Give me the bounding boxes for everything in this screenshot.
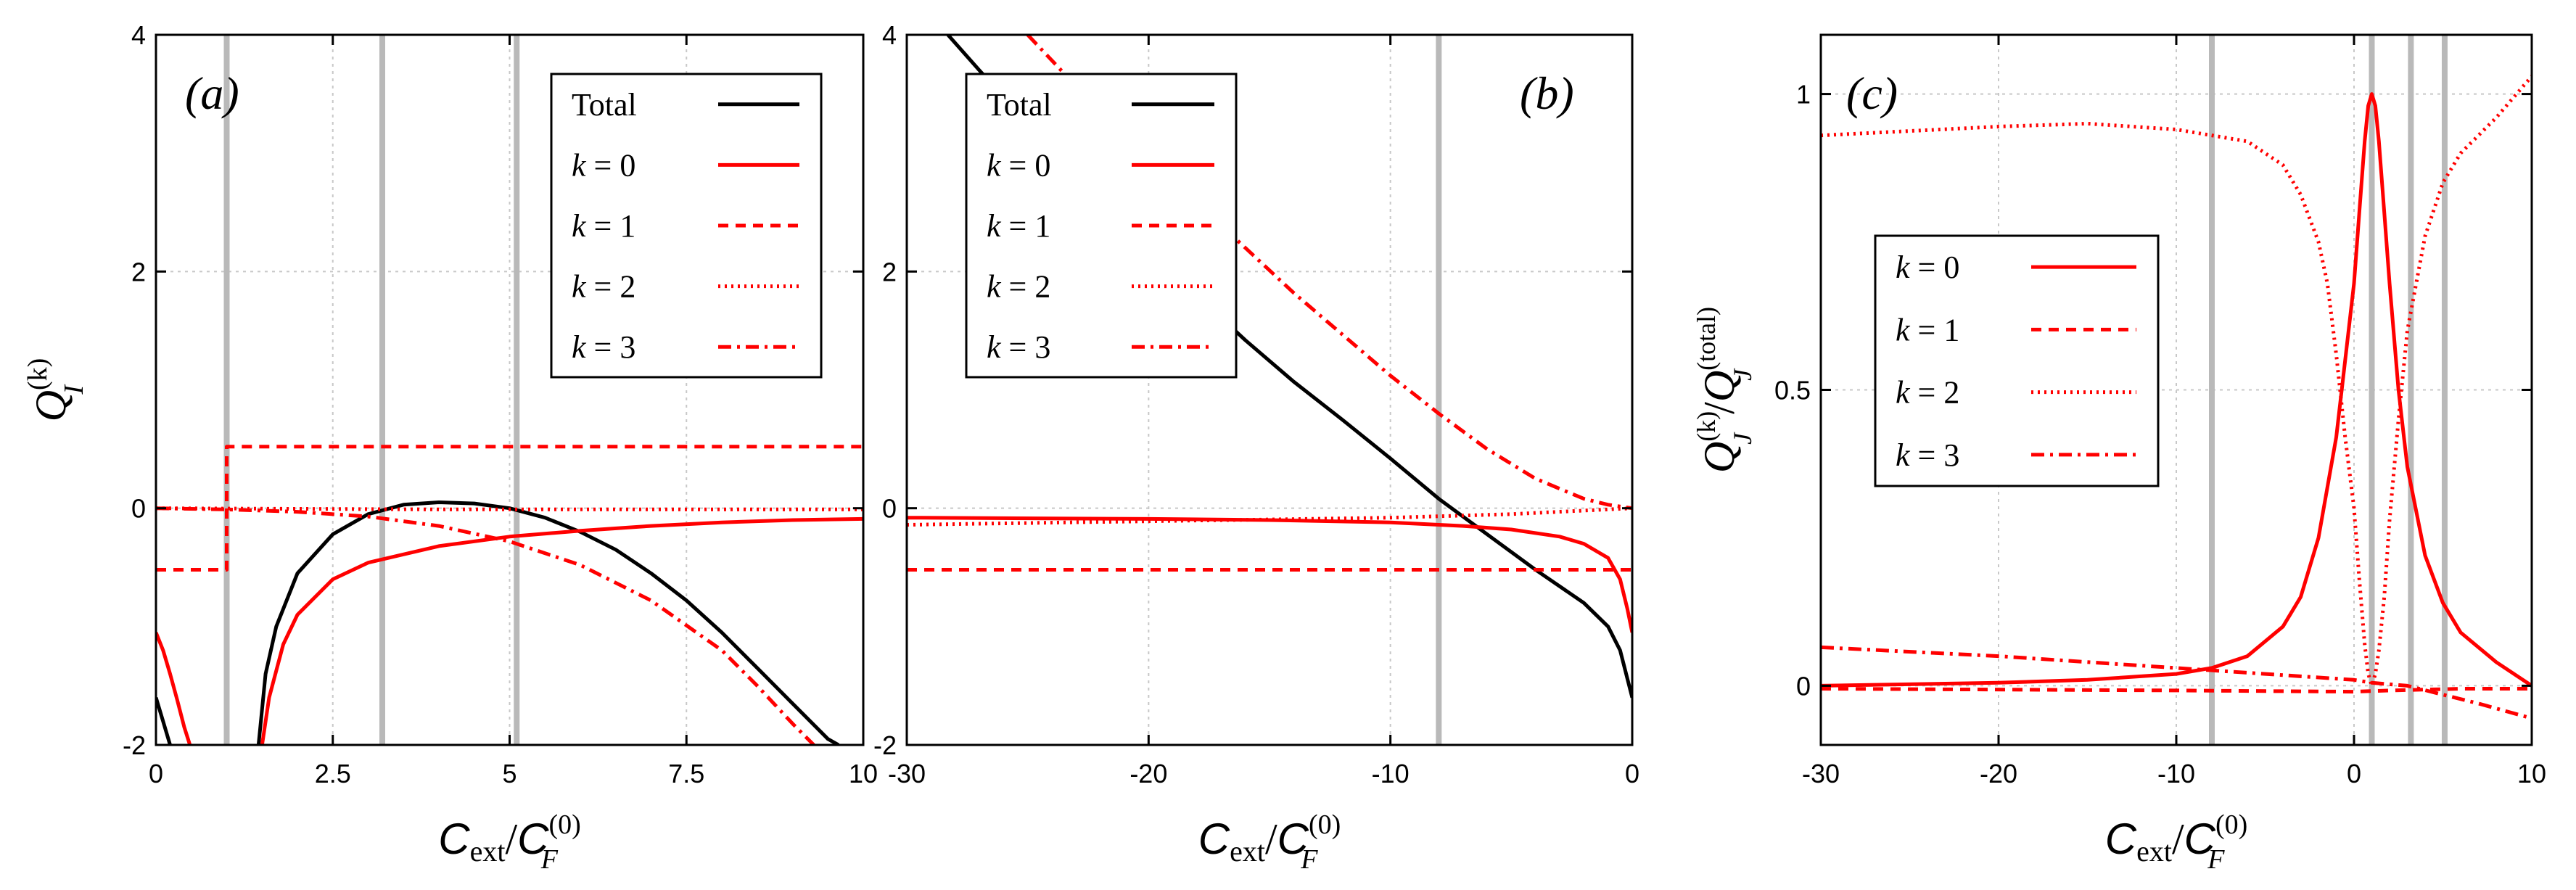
legend-label: k = 2 — [1896, 375, 1959, 411]
y-tick-label: 0 — [131, 494, 146, 524]
y-axis-title: Q(k) J/Q(total)J — [1692, 307, 1757, 473]
series-line-k-3 — [1026, 35, 1632, 511]
series-line-k-1 — [1821, 687, 2532, 694]
series-line-k-0 — [260, 516, 863, 745]
series-line-k-1 — [156, 445, 863, 572]
x-tick-label: 0 — [2347, 759, 2361, 788]
panel-2: -30 -20 -10 0 10 0 0.5 1 (c) k = 0 k = 1 k = 2 k = 3… — [1692, 33, 2546, 875]
series-line-k-3 — [156, 506, 815, 745]
y-tick-label: 2 — [131, 257, 146, 287]
panel-label: (b) — [1520, 67, 1574, 119]
legend-label: k = 0 — [987, 147, 1050, 183]
y-tick-label: 4 — [882, 20, 897, 50]
legend-label: Total — [572, 87, 637, 123]
x-tick-label: -30 — [1802, 759, 1840, 788]
legend-label: k = 0 — [1896, 250, 1959, 285]
x-tick-label: -10 — [1372, 759, 1410, 788]
x-tick-label: 7.5 — [668, 759, 704, 788]
legend-label: k = 2 — [572, 269, 635, 305]
x-tick-label: -10 — [2157, 759, 2195, 788]
x-tick-label: 2.5 — [315, 759, 351, 788]
legend-label: k = 1 — [1896, 312, 1959, 347]
y-tick-label: 1 — [1796, 80, 1811, 110]
y-tick-label: 4 — [131, 20, 146, 50]
y-tick-label: 0 — [1796, 671, 1811, 701]
series-line-k-2 — [1821, 75, 2532, 688]
y-tick-label: -2 — [873, 730, 897, 760]
y-axis-title: Q(k) I — [22, 358, 89, 422]
legend-box — [1874, 234, 2160, 487]
series-line-k-2 — [156, 506, 863, 511]
x-axis-title: Cext/C(0) F — [438, 809, 581, 875]
legend-label: k = 2 — [987, 269, 1050, 305]
x-tick-label: 10 — [2517, 759, 2546, 788]
x-tick-label: 0 — [149, 759, 163, 788]
panel-label: (a) — [185, 67, 239, 119]
legend-label: k = 0 — [572, 147, 635, 183]
x-tick-label: -30 — [888, 759, 926, 788]
series-group — [156, 445, 863, 745]
legend-label: k = 3 — [572, 329, 635, 365]
series-line-k-0 — [907, 516, 1632, 633]
series-line-total — [256, 500, 840, 745]
series-line-k-3 — [1821, 645, 2532, 720]
y-tick-label: 0 — [882, 494, 897, 524]
x-tick-label: 10 — [849, 759, 878, 788]
series-line-k-0 — [1821, 92, 2532, 688]
legend-label: k = 3 — [987, 329, 1050, 365]
plot-frame — [905, 33, 1634, 746]
legend-label: k = 1 — [987, 208, 1050, 244]
x-tick-label: 5 — [502, 759, 517, 788]
series-line-k-0 — [156, 632, 192, 745]
series-line-total — [156, 696, 172, 745]
y-tick-label: -2 — [123, 730, 146, 760]
x-tick-label: 0 — [1625, 759, 1639, 788]
y-tick-label: 0.5 — [1774, 376, 1811, 405]
y-tick-label: 2 — [882, 257, 897, 287]
x-axis-title: Cext/C(0) F — [2105, 809, 2248, 875]
x-tick-label: -20 — [1129, 759, 1167, 788]
series-group — [1821, 75, 2532, 720]
legend-label: k = 3 — [1896, 437, 1959, 473]
panel-label: (c) — [1846, 67, 1898, 119]
legend-label: Total — [987, 87, 1052, 123]
x-tick-label: -20 — [1980, 759, 2017, 788]
x-axis-title: Cext/C(0) F — [1198, 809, 1341, 875]
legend-label: k = 1 — [572, 208, 635, 244]
